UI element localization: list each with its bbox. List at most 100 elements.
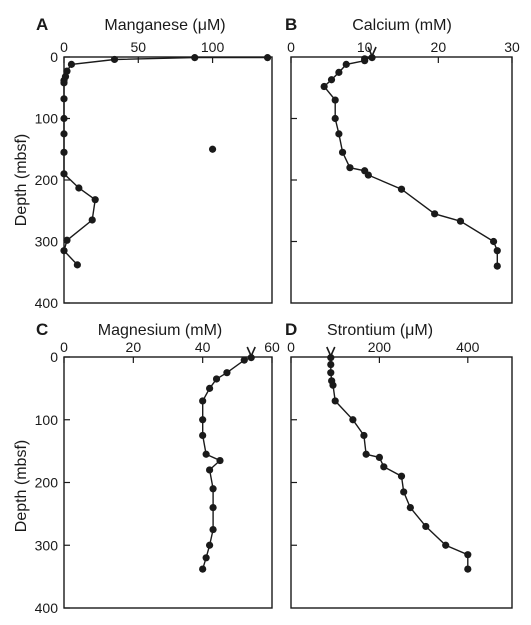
panel-a-data-point xyxy=(75,184,83,192)
panel-b-data-point xyxy=(342,60,350,68)
panel-a-x-tick-label: 0 xyxy=(60,39,68,55)
panel-b-data-point xyxy=(397,185,406,193)
panel-a-y-tick-label: 300 xyxy=(35,234,59,250)
panel-a-data-point xyxy=(73,261,81,269)
panel-a-data-point xyxy=(63,236,71,244)
panel-d-data-point xyxy=(400,488,408,496)
panel-a-data-point xyxy=(110,55,119,64)
panel-d-data-point xyxy=(375,453,383,461)
panel-d-data-point xyxy=(406,504,414,512)
panel-c-y-tick-label: 300 xyxy=(35,537,59,553)
panel-c-plot: 0 20 40 60 0 100 200 300 400 xyxy=(35,339,280,616)
panel-b-series-line xyxy=(323,56,498,267)
panel-a-x-tick-label: 50 xyxy=(130,39,146,55)
panel-b-data-point xyxy=(327,76,336,84)
panel-a-data-point xyxy=(191,54,199,62)
panel-c-x-tick-label: 40 xyxy=(195,339,211,355)
panel-c-data-point xyxy=(199,397,207,405)
panel-a-y-tick-label: 0 xyxy=(50,49,58,65)
panel-c-x-tick-label: 60 xyxy=(264,339,280,355)
panel-b-data-point xyxy=(361,57,369,65)
panel-c-y-tick-label: 0 xyxy=(50,349,58,365)
panel-a-y-tick-label: 400 xyxy=(35,295,59,311)
panel-a: A Manganese (μM) Depth (mbsf) 0 50 100 0 100… xyxy=(13,15,273,311)
panel-c-title: Magnesium (mM) xyxy=(98,322,222,339)
panel-d: D Strontium (μM) 0 200 400 xyxy=(285,320,513,609)
panel-d-title: Strontium (μM) xyxy=(327,322,433,339)
panel-c-data-point xyxy=(202,450,210,458)
panel-c-data-point xyxy=(199,416,207,424)
panel-d-data-point xyxy=(397,472,406,480)
panel-a-ylabel: Depth (mbsf) xyxy=(13,134,30,226)
panel-d-data-point xyxy=(349,416,357,424)
panel-a-y-tick-label: 100 xyxy=(35,111,59,127)
panel-a-data-point xyxy=(67,60,76,68)
panel-d-data-point xyxy=(327,369,335,377)
panel-d-data-point xyxy=(331,397,339,405)
panel-a-x-tick-label: 100 xyxy=(201,39,225,55)
panel-d-frame xyxy=(290,356,513,609)
panel-c-y-tick-label: 400 xyxy=(35,600,59,616)
panel-a-data-point xyxy=(88,216,96,224)
panel-c-data-point xyxy=(212,375,221,383)
panel-b-data-point xyxy=(493,262,501,270)
panel-b-x-tick-label: 20 xyxy=(431,39,447,55)
panel-a-y-tick-label: 200 xyxy=(35,172,59,188)
panel-a-series-line xyxy=(63,56,268,266)
panel-a-data-point xyxy=(63,67,71,75)
panel-b-letter: B xyxy=(285,15,297,34)
panel-a-data-point xyxy=(60,130,68,138)
panel-b-seawater-arrow-icon xyxy=(367,46,377,58)
panel-b-data-point xyxy=(335,68,343,76)
panel-c-frame xyxy=(63,356,273,609)
panel-d-data-point xyxy=(464,551,472,559)
panel-d-plot: 0 200 400 xyxy=(287,339,513,609)
panel-b-data-point xyxy=(331,96,339,104)
panel-c-data-point xyxy=(206,541,214,549)
panel-d-data-point xyxy=(360,431,368,440)
panel-c-seawater-arrow-icon xyxy=(246,346,256,358)
panel-d-data-point xyxy=(422,522,430,531)
panel-c: C Magnesium (mM) Depth (mbsf) 0 20 40 60 0 10… xyxy=(13,320,280,616)
panel-a-data-point xyxy=(263,54,272,62)
panel-d-x-tick-label: 200 xyxy=(368,339,392,355)
panel-d-data-point xyxy=(329,381,337,389)
panel-c-data-point xyxy=(209,485,217,493)
panel-c-data-point xyxy=(206,384,214,392)
panel-d-data-point xyxy=(380,463,388,471)
panel-d-x-tick-label: 400 xyxy=(456,339,480,355)
panel-c-ylabel: Depth (mbsf) xyxy=(13,440,30,532)
panel-c-data-point xyxy=(199,565,207,573)
panel-c-data-point xyxy=(206,466,214,474)
panel-a-data-point xyxy=(60,148,68,156)
panel-b-data-point xyxy=(431,210,439,218)
panel-d-data-point xyxy=(442,541,450,549)
panel-b-plot: 0 10 20 30 xyxy=(287,39,520,304)
panel-a-title: Manganese (μM) xyxy=(104,17,225,34)
panel-a-plot: 0 50 100 0 100 200 300 400 xyxy=(35,39,273,311)
panel-d-letter: D xyxy=(285,320,297,339)
panel-d-series-line xyxy=(330,357,469,570)
panel-c-y-tick-label: 200 xyxy=(35,475,59,491)
panel-c-data-point xyxy=(240,356,248,364)
panel-c-x-tick-label: 20 xyxy=(126,339,142,355)
panel-d-x-tick-label: 0 xyxy=(287,339,295,355)
panel-c-letter: C xyxy=(36,320,48,339)
panel-a-frame xyxy=(63,56,273,304)
panel-c-data-point xyxy=(202,554,210,562)
panel-c-x-tick-label: 0 xyxy=(60,339,68,355)
panel-d-data-point xyxy=(327,360,335,369)
panel-b-x-tick-label: 0 xyxy=(287,39,295,55)
panel-b-data-point xyxy=(335,130,343,138)
panel-d-seawater-arrow-icon xyxy=(326,346,336,358)
panel-b-frame xyxy=(290,56,513,304)
panel-d-data-point xyxy=(464,565,472,573)
panel-b-data-point xyxy=(320,82,328,91)
panel-c-data-point xyxy=(209,525,217,534)
panel-a-data-point xyxy=(60,114,68,123)
panel-b-data-point xyxy=(493,247,501,255)
panel-b-x-tick-label: 10 xyxy=(357,39,373,55)
panel-a-data-point xyxy=(60,79,68,87)
panel-b-data-point xyxy=(489,237,498,246)
